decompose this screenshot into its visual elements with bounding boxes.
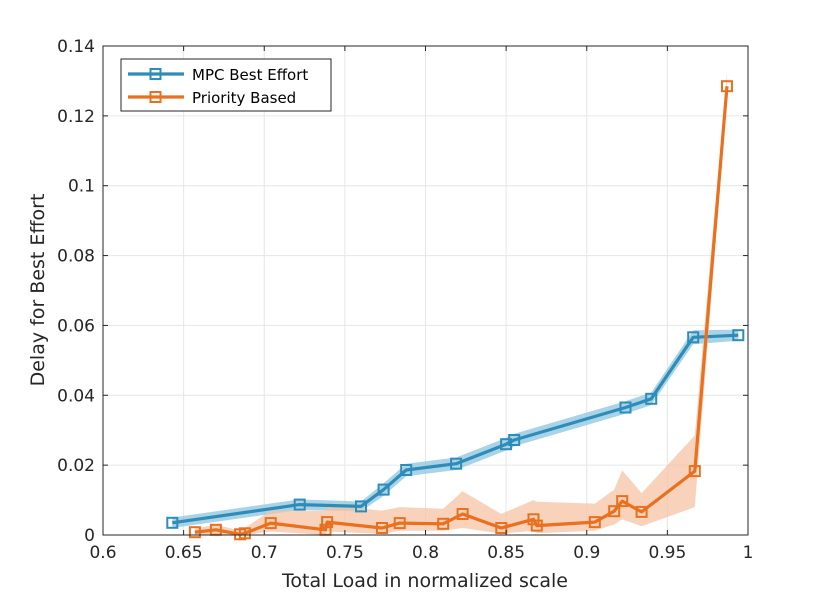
marker-priority-based — [376, 522, 388, 534]
x-axis-label: Total Load in normalized scale — [281, 570, 568, 592]
y-tick-label: 0.14 — [57, 37, 95, 57]
grid — [103, 46, 748, 535]
marker-mpc-best-effort — [450, 457, 463, 470]
x-tick-label: 0.8 — [412, 543, 439, 563]
x-tick-label: 0.75 — [326, 543, 364, 563]
line-mpc-best-effort — [172, 333, 739, 525]
marker-priority-based — [588, 516, 601, 529]
y-axis-label: Delay for Best Effort — [27, 194, 49, 387]
y-tick-label: 0.12 — [57, 107, 95, 127]
marker-mpc-best-effort — [355, 500, 367, 513]
marker-mpc-best-effort — [508, 434, 521, 446]
marker-mpc-best-effort — [293, 498, 306, 511]
marker-mpc-best-effort — [400, 464, 413, 476]
legend-label-priority-based: Priority Based — [192, 89, 296, 107]
y-tick-label: 0.06 — [57, 316, 95, 336]
marker-mpc-best-effort — [166, 516, 179, 529]
y-tick-label: 0.08 — [57, 247, 95, 267]
legend-marker-priority-based — [149, 91, 162, 103]
marker-priority-based — [530, 519, 543, 532]
series-markers — [166, 80, 745, 541]
marker-priority-based — [616, 495, 629, 508]
marker-priority-based — [608, 505, 621, 518]
x-tick-label: 0.6 — [89, 543, 116, 563]
y-tick-label: 0.02 — [57, 456, 95, 476]
marker-priority-based — [393, 517, 406, 530]
marker-mpc-best-effort — [732, 329, 745, 342]
marker-priority-based — [495, 522, 508, 534]
y-tick-label: 0 — [84, 526, 95, 546]
x-tick-label: 0.85 — [487, 543, 525, 563]
marker-priority-based — [321, 516, 334, 529]
y-tick-label: 0.04 — [57, 386, 95, 406]
x-tick-label: 0.9 — [573, 543, 600, 563]
legend-label-mpc-best-effort: MPC Best Effort — [192, 66, 308, 84]
marker-priority-based — [188, 526, 201, 539]
marker-priority-based — [437, 517, 450, 530]
x-tick-label: 1 — [743, 543, 754, 563]
marker-priority-based — [635, 505, 648, 518]
band-mpc-best-effort — [172, 329, 739, 528]
marker-priority-based — [688, 465, 701, 478]
x-axis-ticks: 0.6 0.65 0.7 0.75 0.8 0.85 0.9 0.95 1 — [89, 46, 753, 563]
legend: MPC Best Effort Priority Based — [120, 58, 332, 112]
y-tick-label: 0.1 — [68, 177, 95, 197]
marker-priority-based — [527, 513, 540, 526]
x-tick-label: 0.95 — [648, 543, 686, 563]
marker-mpc-best-effort — [687, 331, 700, 344]
x-tick-label: 0.7 — [251, 543, 278, 563]
y-axis-ticks: 0 0.02 0.04 0.06 0.08 0.1 0.12 0.14 — [57, 37, 748, 546]
marker-mpc-best-effort — [377, 483, 390, 496]
marker-priority-based — [721, 80, 733, 93]
marker-mpc-best-effort — [619, 401, 632, 414]
marker-mpc-best-effort — [645, 392, 658, 405]
legend-marker-mpc-best-effort — [149, 68, 162, 80]
marker-priority-based — [456, 508, 469, 520]
marker-priority-based — [238, 527, 251, 540]
marker-priority-based — [264, 517, 277, 530]
x-tick-label: 0.65 — [165, 543, 203, 563]
